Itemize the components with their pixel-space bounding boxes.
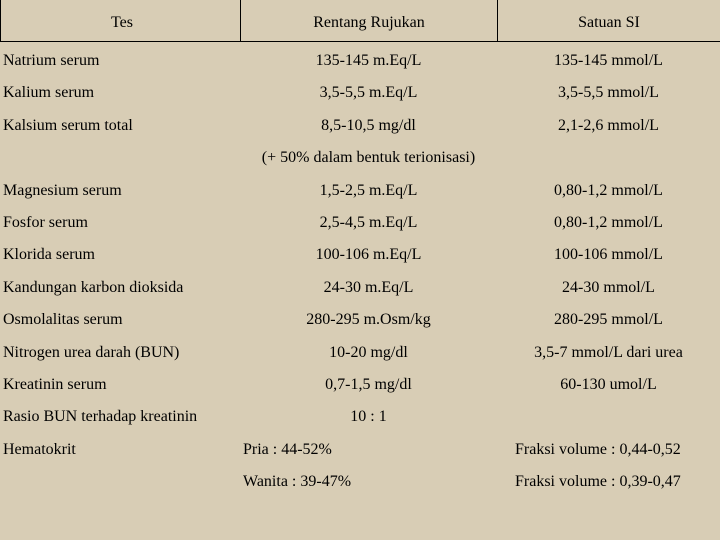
- test-name: Kreatinin serum: [3, 376, 107, 394]
- test-name: Rasio BUN terhadap kreatinin: [3, 408, 198, 426]
- table-row: Kreatinin serum 0,7-1,5 mg/dl 60-130 umol/…: [0, 369, 720, 401]
- reference-range: 3,5-5,5 m.Eq/L: [319, 84, 418, 102]
- test-name: Kalium serum: [3, 84, 95, 102]
- reference-range: 2,5-4,5 m.Eq/L: [319, 214, 418, 232]
- header-cell: Tes: [1, 0, 241, 41]
- si-unit: [497, 401, 720, 433]
- si-unit: Fraksi volume : 0,39-0,47: [515, 473, 681, 491]
- reference-range: 0,7-1,5 mg/dl: [325, 376, 412, 394]
- si-unit: Fraksi volume : 0,44-0,52: [515, 440, 681, 458]
- si-unit: 60-130 umol/L: [560, 376, 657, 394]
- table-row: Magnesium serum 1,5-2,5 m.Eq/L 0,80-1,2 mm…: [0, 175, 720, 207]
- table-row: Klorida serum 100-106 m.Eq/L 100-106 mmol/…: [0, 239, 720, 271]
- si-unit: 2,1-2,6 mmol/L: [558, 116, 659, 134]
- test-name: Kandungan karbon dioksida: [3, 278, 184, 296]
- reference-range: 10-20 mg/dl: [329, 343, 408, 361]
- table-row: Kalsium serum total 8,5-10,5 mg/dl 2,1-2,6…: [0, 110, 720, 142]
- reference-range: 100-106 m.Eq/L: [315, 246, 422, 264]
- si-unit: 0,80-1,2 mmol/L: [554, 181, 663, 199]
- test-name: Natrium serum: [3, 52, 100, 69]
- si-unit: 3,5-7 mmol/L dari urea: [534, 343, 683, 361]
- si-unit: 3,5-5,5 mmol/L: [558, 84, 659, 102]
- reference-range: 1,5-2,5 m.Eq/L: [319, 181, 418, 199]
- reference-range: 24-30 m.Eq/L: [323, 278, 414, 296]
- table-row: Hematokrit Pria : 44-52% Fraksi volume : 0…: [0, 434, 720, 466]
- header-cell: Satuan SI: [578, 14, 640, 31]
- reference-range: Wanita : 39-47%: [243, 473, 352, 491]
- si-unit: 100-106 mmol/L: [554, 246, 663, 264]
- reference-range: 10 : 1: [350, 408, 387, 426]
- cell-empty: [0, 466, 240, 498]
- table-body: Natrium serum 135-145 m.Eq/L 135-145 mmol/…: [0, 45, 720, 499]
- test-name: Magnesium serum: [3, 181, 122, 199]
- table-row: Kandungan karbon dioksida 24-30 m.Eq/L 24-…: [0, 272, 720, 304]
- table-row: Osmolalitas serum 280-295 m.Osm/kg 280-295…: [0, 304, 720, 336]
- table-row: Wanita : 39-47% Fraksi volume : 0,39-0,47: [0, 466, 720, 498]
- test-name: Osmolalitas serum: [3, 311, 123, 329]
- range-note: (+ 50% dalam bentuk terionisasi): [261, 149, 476, 167]
- test-name: Klorida serum: [3, 246, 95, 264]
- si-unit: 135-145 mmol/L: [554, 52, 663, 69]
- table-row: Rasio BUN terhadap kreatinin 10 : 1: [0, 401, 720, 433]
- table-row: Natrium serum 135-145 m.Eq/L 135-145 mmol/…: [0, 45, 720, 77]
- test-name: Nitrogen urea darah (BUN): [3, 343, 180, 361]
- si-unit: 0,80-1,2 mmol/L: [554, 214, 663, 232]
- reference-range: 8,5-10,5 mg/dl: [321, 116, 416, 134]
- test-name: Fosfor serum: [3, 214, 88, 232]
- header-cell: Rentang Rujukan: [241, 0, 498, 41]
- table-row: Nitrogen urea darah (BUN) 10-20 mg/dl 3,5-…: [0, 337, 720, 369]
- test-name: Hematokrit: [3, 440, 76, 458]
- table-row: Fosfor serum 2,5-4,5 m.Eq/L 0,80-1,2 mmol/…: [0, 207, 720, 239]
- reference-range: Pria : 44-52%: [243, 440, 332, 458]
- table-row: Kalium serum 3,5-5,5 m.Eq/L 3,5-5,5 mmol/L: [0, 77, 720, 109]
- test-name: Kalsium serum total: [3, 116, 133, 134]
- table-header: Tes Rentang Rujukan Satuan SI: [0, 0, 720, 42]
- reference-range: 135-145 m.Eq/L: [315, 52, 422, 69]
- si-unit: 280-295 mmol/L: [554, 311, 663, 329]
- si-unit: 24-30 mmol/L: [562, 278, 655, 296]
- reference-range: 280-295 m.Osm/kg: [306, 311, 431, 329]
